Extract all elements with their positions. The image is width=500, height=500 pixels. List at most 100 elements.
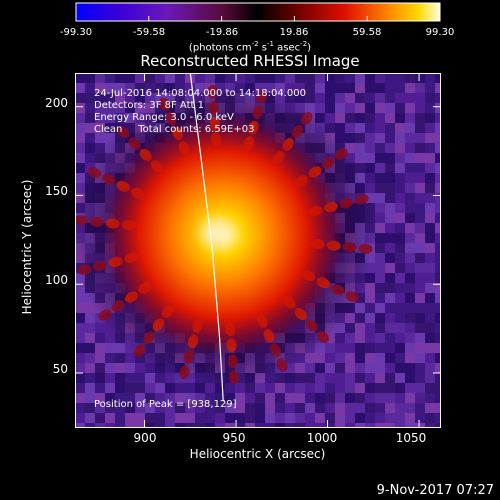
ray-blob	[342, 242, 357, 253]
ray-blob	[93, 260, 108, 271]
heatmap-cell	[305, 353, 315, 363]
annotation-energy: Energy Range: 3.0 - 6.0 keV	[94, 112, 234, 123]
heatmap-cell	[345, 333, 355, 343]
heatmap-cell	[425, 253, 435, 263]
heatmap-cell	[435, 313, 441, 323]
heatmap-cell	[395, 203, 405, 213]
heatmap-cell	[415, 353, 425, 363]
heatmap-cell	[295, 373, 305, 383]
heatmap-cell	[405, 223, 415, 233]
ray-blob	[227, 354, 238, 369]
heatmap-cell	[275, 73, 285, 83]
heatmap-cell	[385, 383, 395, 393]
heatmap-cell	[345, 143, 355, 153]
heatmap-cell	[375, 253, 385, 263]
heatmap-cell	[385, 273, 395, 283]
heatmap-cell	[105, 373, 115, 383]
heatmap-cell	[375, 313, 385, 323]
heatmap-cell	[105, 343, 115, 353]
heatmap-cell	[245, 403, 255, 413]
heatmap-cell	[355, 373, 365, 383]
heatmap-cell	[105, 403, 115, 413]
heatmap-cell	[115, 403, 125, 413]
heatmap-cell	[305, 393, 315, 403]
heatmap-cell	[235, 383, 245, 393]
heatmap-cell	[435, 113, 441, 123]
heatmap-cell	[365, 93, 375, 103]
heatmap-cell	[405, 323, 415, 333]
heatmap-cell	[255, 73, 265, 83]
heatmap-cell	[325, 103, 335, 113]
heatmap-cell	[135, 383, 145, 393]
heatmap-cell	[75, 323, 85, 333]
heatmap-cell	[415, 213, 425, 223]
heatmap-cell	[85, 323, 95, 333]
heatmap-cell	[385, 333, 395, 343]
heatmap-cell	[415, 303, 425, 313]
heatmap-cell	[345, 343, 355, 353]
heatmap-cell	[395, 173, 405, 183]
heatmap-cell	[405, 103, 415, 113]
heatmap-cell	[75, 73, 85, 83]
heatmap-cell	[365, 113, 375, 123]
heatmap-cell	[235, 403, 245, 413]
heatmap-cell	[395, 303, 405, 313]
heatmap-cell	[395, 163, 405, 173]
heatmap-cell	[395, 233, 405, 243]
heatmap-cell	[335, 353, 345, 363]
heatmap-cell	[425, 93, 435, 103]
heatmap-cell	[395, 283, 405, 293]
x-tick-label: 900	[133, 431, 157, 445]
heatmap-cell	[75, 83, 85, 93]
heatmap-cell	[305, 373, 315, 383]
heatmap-cell	[215, 393, 225, 403]
heatmap-cell	[385, 303, 395, 313]
heatmap-cell	[365, 263, 375, 273]
heatmap-cell	[215, 403, 225, 413]
heatmap-cell	[425, 373, 435, 383]
heatmap-cell	[385, 363, 395, 373]
heatmap-cell	[175, 73, 185, 83]
heatmap-cell	[155, 423, 165, 428]
heatmap-cell	[385, 253, 395, 263]
ray-blob	[133, 344, 146, 357]
heatmap-cell	[85, 73, 95, 83]
heatmap-cell	[355, 343, 365, 353]
heatmap-cell	[375, 173, 385, 183]
heatmap-cell	[425, 173, 435, 183]
heatmap-cell	[405, 403, 415, 413]
heatmap-cell	[135, 393, 145, 403]
heatmap-cell	[335, 423, 345, 428]
heatmap-cell	[305, 413, 315, 423]
heatmap-cell	[415, 143, 425, 153]
ray-blob	[330, 284, 345, 296]
heatmap-cell	[75, 423, 85, 428]
heatmap-cell	[395, 273, 405, 283]
heatmap-cell	[375, 113, 385, 123]
heatmap-cell	[345, 323, 355, 333]
heatmap-cell	[125, 403, 135, 413]
heatmap-cell	[335, 123, 345, 133]
heatmap-cell	[365, 173, 375, 183]
heatmap-cell	[155, 93, 165, 103]
heatmap-cell	[385, 413, 395, 423]
heatmap-cell	[105, 353, 115, 363]
heatmap-cell	[195, 423, 205, 428]
heatmap-cell	[205, 393, 215, 403]
heatmap-cell	[425, 313, 435, 323]
heatmap-cell	[345, 123, 355, 133]
heatmap-cell	[195, 403, 205, 413]
heatmap-cell	[155, 373, 165, 383]
heatmap-cell	[375, 233, 385, 243]
heatmap-cell	[405, 83, 415, 93]
heatmap-cell	[315, 73, 325, 83]
heatmap-cell	[315, 83, 325, 93]
heatmap-cell	[435, 103, 441, 113]
heatmap-cell	[205, 413, 215, 423]
heatmap-cell	[85, 373, 95, 383]
heatmap-cell	[85, 103, 95, 113]
heatmap-cell	[365, 73, 375, 83]
heatmap-cell	[365, 353, 375, 363]
heatmap-cell	[365, 103, 375, 113]
heatmap-cell	[255, 393, 265, 403]
